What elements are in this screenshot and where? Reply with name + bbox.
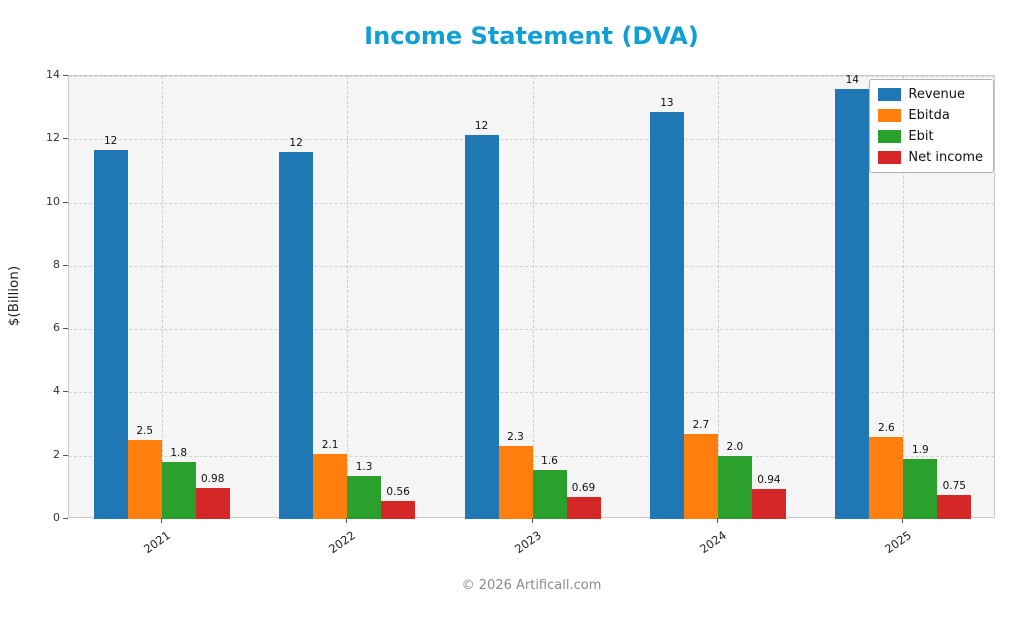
y-tick-mark — [63, 201, 68, 203]
bar-value-label: 12 — [289, 136, 303, 149]
legend-swatch — [878, 109, 902, 122]
legend-swatch — [878, 88, 902, 101]
legend-item: Revenue — [878, 87, 983, 102]
bar-revenue — [649, 112, 684, 519]
bar-value-label: 12 — [474, 119, 489, 132]
x-tick-mark — [160, 518, 162, 523]
bar-net-income — [566, 497, 601, 519]
plot-area: 12 2.5 1.8 0.98 12 2.1 1.3 0.56 12 2.3 1.6 0.69 13 2.… — [68, 73, 995, 519]
x-tick-mark — [346, 518, 348, 523]
y-tick-mark — [63, 328, 68, 330]
y-tick-mark — [63, 264, 68, 266]
bar-revenue — [279, 151, 314, 519]
bar-value-label: 2.0 — [726, 440, 744, 453]
bar-value-label: 12 — [104, 135, 118, 148]
legend: Revenue Ebitda Ebit Net income — [869, 79, 994, 173]
y-tick-label: 10 — [46, 194, 60, 208]
bar-value-label: 0.94 — [757, 474, 781, 487]
gridline-horizontal — [69, 392, 994, 394]
chart-title: Income Statement (DVA) — [364, 22, 699, 50]
legend-item: Ebitda — [878, 108, 983, 123]
y-tick-label: 2 — [53, 447, 60, 461]
x-tick-label: 2023 — [511, 528, 544, 557]
bar-value-label: 1.8 — [170, 447, 188, 460]
bar-ebit — [347, 476, 382, 519]
legend-item: Net income — [878, 150, 983, 165]
bar-revenue — [93, 150, 128, 519]
x-tick-label: 2021 — [140, 528, 173, 557]
x-tick-mark — [716, 518, 718, 523]
legend-label: Ebit — [908, 129, 934, 144]
bar-value-label: 1.9 — [911, 443, 929, 456]
gridline-vertical — [347, 76, 349, 517]
gridline-horizontal — [69, 265, 994, 267]
bar-value-label: 0.75 — [942, 480, 966, 493]
bar-revenue — [835, 88, 870, 519]
x-tick-label: 2022 — [326, 528, 359, 557]
bar-ebitda — [683, 433, 718, 519]
x-tick-label: 2024 — [696, 528, 729, 557]
bar-ebitda — [127, 439, 162, 519]
bar-value-label: 13 — [660, 97, 674, 110]
bar-net-income — [751, 489, 786, 519]
x-tick-mark — [902, 518, 904, 523]
bar-ebit — [532, 469, 567, 519]
bar-net-income — [195, 487, 230, 519]
bar-ebit — [161, 462, 196, 519]
bar-value-label: 1.3 — [355, 461, 373, 474]
bar-revenue — [464, 134, 499, 519]
y-tick-mark — [63, 138, 68, 140]
bar-ebitda — [313, 454, 348, 519]
gridline-vertical — [717, 76, 719, 517]
y-tick-mark — [63, 391, 68, 393]
y-tick-label: 4 — [53, 384, 60, 398]
bar-ebit — [903, 458, 938, 519]
bar-ebit — [717, 455, 752, 519]
gridline-vertical — [532, 76, 534, 517]
gridline-horizontal — [69, 329, 994, 331]
legend-item: Ebit — [878, 129, 983, 144]
bar-net-income — [937, 495, 972, 519]
bar-value-label: 2.5 — [136, 424, 154, 437]
bar-value-label: 2.6 — [877, 421, 895, 434]
x-tick-label: 2025 — [882, 528, 915, 557]
bar-net-income — [381, 501, 416, 519]
y-tick-label: 8 — [53, 257, 60, 271]
bar-value-label: 0.69 — [571, 482, 596, 495]
bar-ebitda — [498, 446, 533, 519]
bar-value-label: 1.6 — [541, 454, 558, 467]
bar-value-label: 2.1 — [321, 439, 339, 452]
gridline-horizontal — [69, 202, 994, 204]
y-axis-label-text: $(Billion) — [6, 265, 22, 327]
y-tick-mark — [63, 454, 68, 456]
y-tick-label: 12 — [46, 131, 60, 145]
footer-credit: © 2026 Artificall.com — [461, 578, 602, 593]
gridline-vertical — [161, 76, 163, 517]
y-tick-label: 6 — [53, 321, 60, 335]
bar-value-label: 0.98 — [200, 472, 225, 485]
y-tick-label: 0 — [53, 511, 60, 524]
legend-label: Net income — [908, 150, 983, 165]
gridline-horizontal — [69, 76, 994, 77]
legend-label: Ebitda — [908, 108, 950, 123]
y-tick-label: 14 — [46, 68, 60, 81]
bar-value-label: 2.7 — [692, 418, 710, 431]
y-tick-mark — [63, 518, 68, 519]
x-tick-mark — [531, 518, 533, 523]
legend-swatch — [878, 130, 902, 143]
gridline-horizontal — [69, 139, 994, 141]
y-tick-mark — [63, 75, 68, 76]
bar-value-label: 2.3 — [507, 431, 524, 444]
legend-swatch — [878, 151, 902, 164]
legend-label: Revenue — [908, 87, 966, 102]
bar-value-label: 0.56 — [386, 486, 410, 499]
bar-ebitda — [869, 436, 904, 519]
bar-value-label: 14 — [845, 73, 859, 86]
gridline-vertical — [903, 76, 905, 517]
